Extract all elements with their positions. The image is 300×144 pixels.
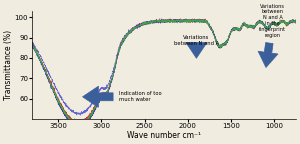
Text: Variations
between N and A: Variations between N and A — [174, 35, 219, 58]
Text: Variations
between
N and A
in the
fingerprint
region: Variations between N and A in the finger… — [258, 4, 286, 68]
Y-axis label: Transmittance (%): Transmittance (%) — [4, 30, 13, 100]
Text: Indication of too
much water: Indication of too much water — [82, 86, 161, 107]
X-axis label: Wave number cm⁻¹: Wave number cm⁻¹ — [127, 131, 201, 140]
